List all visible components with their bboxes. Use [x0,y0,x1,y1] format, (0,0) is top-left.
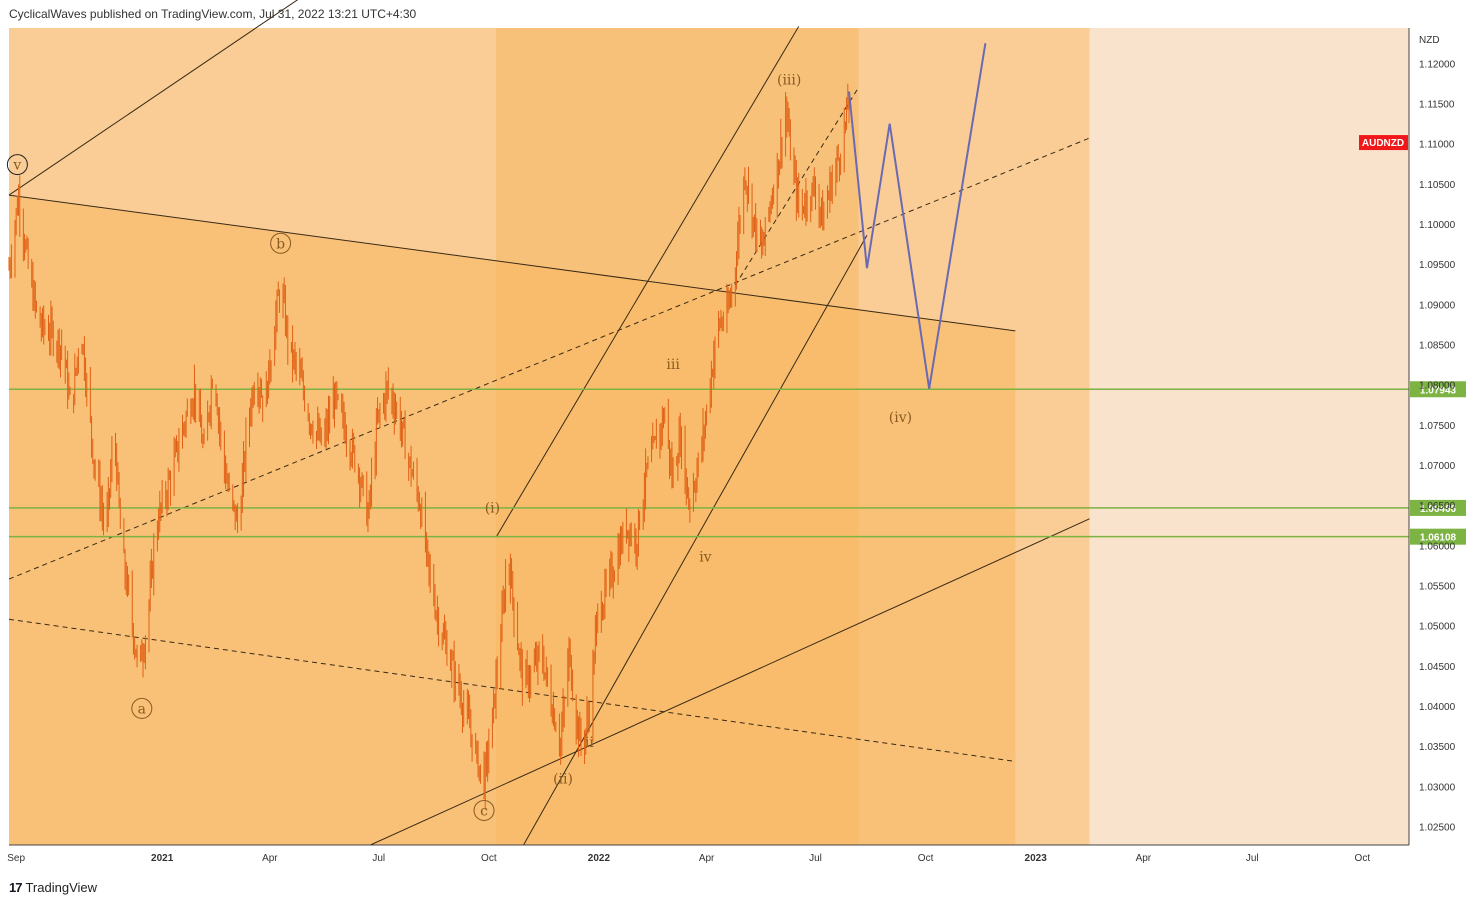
time-tick-2: Apr [262,853,278,864]
time-tick-10: Apr [1136,853,1152,864]
trendline-0 [8,0,299,196]
projection [848,43,987,389]
trendline-2 [370,518,1090,846]
wave-label-3: c [480,803,488,819]
price-tick-1: 1.03000 [1419,782,1456,793]
price-tick-4: 1.04500 [1419,662,1456,673]
price-tick-2: 1.03500 [1419,742,1456,753]
wave-label-0: v [12,158,21,174]
wave-label-2: a [138,701,146,717]
publisher-header: CyclicalWaves published on TradingView.c… [9,7,417,21]
candles [8,83,850,810]
wave-circle-0 [6,154,28,176]
time-tick-1: 2021 [151,853,174,864]
footer-brand: TradingView [25,880,98,895]
time-tick-4: Oct [481,853,497,864]
price-tick-8: 1.06500 [1419,501,1456,512]
level-badge-1 [1410,499,1466,516]
level-badge-2 [1410,528,1466,545]
tradingview-logo-icon: 17 [9,880,23,895]
price-tick-6: 1.05500 [1419,582,1456,593]
wave-circle-3 [473,799,495,821]
price-tick-17: 1.11000 [1419,140,1455,151]
price-tick-5: 1.05000 [1419,622,1456,633]
price-tick-3: 1.04000 [1419,702,1456,713]
time-tick-9: 2023 [1025,853,1048,864]
axes: NZD 1.02500 1.03000 1.03500 1.04000 1.04500 1.… [7,28,1456,864]
footer: 17 TradingView [9,880,97,895]
trendline-1 [8,194,1016,332]
level-label-0: 1.07943 [1420,385,1457,396]
time-tick-6: Apr [699,853,715,864]
price-tick-7: 1.06000 [1419,541,1456,552]
price-tick-12: 1.08500 [1419,341,1456,352]
trendline-6 [8,618,1016,762]
wave-label-8: iv [699,550,711,566]
price-tick-10: 1.07500 [1419,421,1456,432]
wave-label-9: (iii) [777,72,801,88]
price-tick-9: 1.07000 [1419,461,1456,472]
price-tick-18: 1.11500 [1419,100,1455,111]
price-tick-13: 1.09000 [1419,300,1456,311]
time-tick-12: Oct [1355,853,1371,864]
level-label-2: 1.06108 [1420,533,1457,544]
price-tick-14: 1.09500 [1419,260,1456,271]
price-tick-11: 1.08000 [1419,381,1456,392]
trendline-3 [495,26,800,538]
level-badge-0 [1410,381,1466,398]
wave-circle-2 [131,697,153,719]
wave-label-5: (ii) [553,771,573,787]
time-tick-3: Jul [372,853,385,864]
price-tick-15: 1.10000 [1419,220,1456,231]
time-tick-5: 2022 [588,853,611,864]
time-tick-11: Jul [1246,853,1259,864]
projection-path [848,43,987,389]
price-tick-19: 1.12000 [1419,59,1456,70]
trendline-5 [8,137,1090,580]
wave-label-7: iii [666,357,680,373]
symbol-label: AUDNZD [1362,138,1404,149]
price-tick-0: 1.02500 [1419,823,1456,834]
zone-channel [496,28,859,845]
wave-label-4: (i) [485,501,500,517]
wave-label-6: ii [585,735,594,751]
time-tick-0: Sep [7,853,25,864]
price-tick-16: 1.10500 [1419,180,1456,191]
level-label-1: 1.06466 [1420,504,1457,515]
symbol-badge [1359,135,1408,151]
time-tick-8: Oct [918,853,934,864]
zones [9,28,1409,845]
wave-label-1: b [276,236,285,252]
currency-label: NZD [1419,35,1440,46]
wave-label-10: (iv) [889,410,912,426]
time-tick-7: Jul [809,853,822,864]
wave-circle-1 [270,232,292,254]
